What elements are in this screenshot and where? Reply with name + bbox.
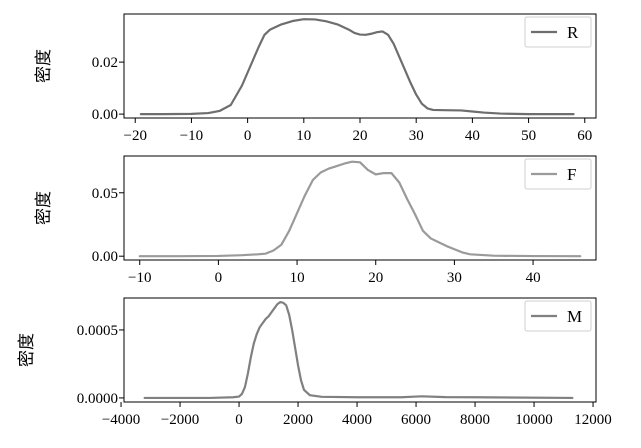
x-tick-label: −2000 (161, 412, 199, 428)
legend-label: M (567, 307, 582, 326)
legend-box (524, 300, 592, 332)
y-tick-label: 0.00 (92, 107, 118, 123)
x-tick-label: 0 (235, 412, 243, 428)
y-axis-label: 密度 (34, 49, 53, 83)
y-tick-label: 0.0005 (77, 323, 118, 339)
density-curve-f (138, 160, 582, 258)
x-tick-label: 2000 (283, 412, 313, 428)
plot-frame (123, 155, 597, 261)
y-axis-label: 密度 (17, 333, 36, 367)
x-tick-label: 10000 (515, 412, 553, 428)
plot-frame (123, 297, 597, 403)
y-axis-label: 密度 (34, 191, 53, 225)
x-tick-label: 20 (368, 270, 383, 286)
density-curve-m (143, 300, 574, 400)
x-tick-label: 40 (465, 128, 480, 144)
legend-box (524, 16, 592, 48)
x-tick-label: 12000 (574, 412, 612, 428)
x-tick-label: −20 (124, 128, 147, 144)
legend-label: F (567, 165, 576, 184)
x-tick-label: 10 (296, 128, 311, 144)
x-tick-label: 0 (215, 270, 223, 286)
x-tick-label: 60 (577, 128, 592, 144)
y-tick-label: 0.00 (92, 249, 118, 265)
x-tick-label: 30 (447, 270, 462, 286)
legend: F (524, 158, 592, 190)
chart-panel-1: −20 −10 0 10 20 30 40 50 60 0.00 0.02 密度 R (34, 13, 597, 144)
x-tick-label: −4000 (102, 412, 140, 428)
x-tick-label: 0 (244, 128, 252, 144)
legend: M (524, 300, 592, 332)
legend-box (524, 158, 592, 190)
y-tick-label: 0.02 (92, 55, 118, 71)
x-tick-label: 30 (409, 128, 424, 144)
x-tick-label: 8000 (460, 412, 490, 428)
x-tick-label: 50 (521, 128, 536, 144)
x-tick-label: −10 (128, 270, 151, 286)
y-tick-label: 0.05 (92, 186, 118, 202)
x-tick-label: 6000 (401, 412, 431, 428)
density-curve-r (139, 18, 575, 116)
y-tick-label: 0.0000 (77, 391, 118, 407)
chart-panel-2: −10 0 10 20 30 40 0.00 0.05 密度 F (34, 155, 597, 286)
chart-panel-3: −4000 −2000 0 2000 4000 6000 8000 10000 12000 0.0… (17, 297, 612, 428)
x-tick-label: 40 (526, 270, 541, 286)
legend: R (524, 16, 592, 48)
x-tick-label: 4000 (342, 412, 372, 428)
x-tick-label: −10 (180, 128, 203, 144)
x-tick-label: 10 (290, 270, 305, 286)
x-tick-label: 20 (353, 128, 368, 144)
legend-label: R (567, 23, 579, 42)
